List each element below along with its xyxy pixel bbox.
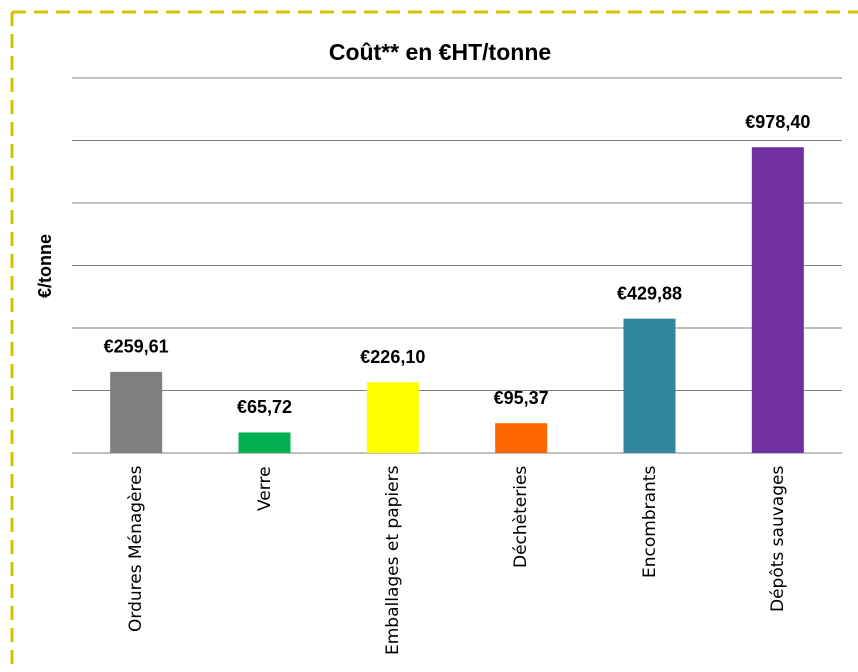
data-label: €226,10 — [360, 347, 425, 367]
bar — [238, 432, 291, 453]
data-label: €978,40 — [745, 112, 810, 132]
x-tick-label: Ordures Ménagères — [126, 466, 147, 633]
x-tick-label: Verre — [254, 466, 275, 511]
chart-title: Coût** en €HT/tonne — [329, 39, 551, 65]
y-axis-label: €/tonne — [35, 234, 55, 298]
data-label: €429,88 — [617, 283, 682, 303]
x-tick-label: Emballages et papiers — [382, 466, 403, 656]
data-label: €259,61 — [104, 337, 169, 357]
x-tick-label: Dépôts sauvages — [767, 466, 788, 613]
bar — [623, 318, 676, 453]
data-label: €95,37 — [494, 388, 549, 408]
bar — [366, 382, 419, 453]
data-label: €65,72 — [237, 397, 292, 417]
x-tick-label: Déchèteries — [511, 466, 532, 569]
bar — [495, 423, 548, 453]
bar — [110, 371, 163, 453]
bar — [751, 147, 804, 453]
x-tick-label: Encombrants — [639, 466, 660, 579]
